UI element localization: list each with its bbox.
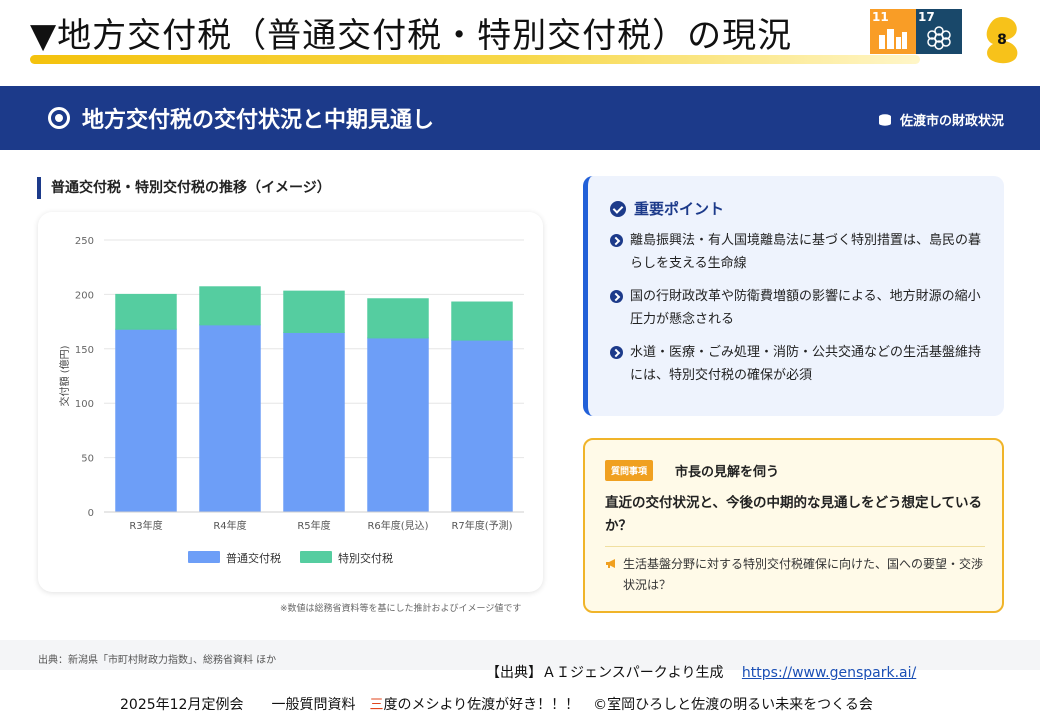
page-number: 8 [997, 32, 1007, 48]
x-tick-label: R6年度(見込) [367, 519, 428, 532]
bar-ordinary [367, 337, 429, 513]
data-source: 出典：新潟県「市町村財政力指数」、総務省資料 ほか [38, 655, 277, 666]
x-tick-label: R4年度 [213, 519, 246, 532]
key-point-item: 水道・医療・ごみ処理・消防・公共交通などの生活基盤維持には、特別交付税の確保が必… [610, 341, 985, 387]
legend-label: 特別交付税 [338, 551, 393, 565]
footer-credit-highlight: 三 [369, 697, 384, 713]
legend-swatch [300, 551, 332, 563]
partnership-icon [927, 26, 951, 50]
y-axis-label: 交付額 (億円) [58, 345, 71, 406]
chevron-circle-icon [610, 346, 623, 359]
y-tick-label: 50 [81, 454, 94, 465]
key-points-title-text: 重要ポイント [634, 200, 725, 218]
key-point-text: 離島振興法・有人国境離島法に基づく特別措置は、島民の暮らしを支える生命線 [630, 233, 982, 271]
y-tick-label: 200 [75, 290, 94, 301]
question-divider [605, 546, 985, 547]
bar-ordinary [115, 328, 177, 513]
key-points-card: 重要ポイント 離島振興法・有人国境離島法に基づく特別措置は、島民の暮らしを支える… [583, 176, 1004, 416]
question-sub: 生活基盤分野に対する特別交付税確保に向けた、国への要望・交渉状況は？ [605, 554, 985, 596]
question-sub-text: 生活基盤分野に対する特別交付税確保に向けた、国への要望・交渉状況は？ [623, 557, 984, 592]
chevron-circle-icon [610, 234, 623, 247]
legend-swatch [188, 551, 220, 563]
y-tick-label: 250 [75, 236, 94, 247]
question-tag: 質問事項 [605, 460, 654, 481]
stacked-bar-chart: 0 50 100 150 200 250 交付額 (億円) R3年度 R4年度 R5年度 R6年度(… [58, 236, 524, 565]
page-badge-shape [986, 17, 1018, 64]
bar-ordinary [283, 331, 345, 513]
bar-ordinary [451, 339, 513, 513]
title-underline [30, 55, 920, 64]
question-heading: 市長の見解を伺う [675, 465, 780, 480]
chart-section-heading: 普通交付税・特別交付税の推移（イメージ） [37, 177, 331, 199]
bar-special [367, 298, 429, 339]
legend-label: 普通交付税 [226, 551, 281, 565]
bar-special [115, 293, 177, 330]
footer-band [0, 640, 1040, 670]
banner-right-text: 佐渡市の財政状況 [899, 114, 1004, 129]
question-card: 質問事項 市長の見解を伺う 直近の交付状況と、今後の中期的な見通しをどう想定して… [583, 438, 1004, 613]
y-tick-label: 0 [88, 508, 94, 519]
chevron-circle-icon [610, 290, 623, 303]
question-body: 直近の交付状況と、今後の中期的な見通しをどう想定しているか？ [605, 495, 983, 534]
bar-ordinary [199, 324, 261, 513]
x-tick-label: R3年度 [129, 519, 162, 532]
footer-credit-line: 2025年12月定例会 一般質問資料 三度のメシより佐渡が好き！！！ ©室岡ひろ… [120, 694, 873, 714]
y-tick-label: 150 [75, 345, 94, 356]
bar-special [283, 290, 345, 333]
section-banner: 地方交付税の交付状況と中期見通し 佐渡市の財政状況 [0, 86, 1040, 150]
page-number-badge: 8 [983, 15, 1021, 65]
sdg-11-badge: 11 [870, 9, 916, 54]
sdg-17-badge: 17 [916, 9, 962, 54]
chart-note: ※数値は総務省資料等を基にした推計およびイメージ値です [280, 604, 522, 614]
banner-title: 地方交付税の交付状況と中期見通し [48, 102, 434, 134]
key-point-item: 離島振興法・有人国境離島法に基づく特別措置は、島民の暮らしを支える生命線 [610, 229, 985, 275]
banner-right-label: 佐渡市の財政状況 [878, 110, 1004, 129]
coins-icon [878, 113, 891, 126]
bar-special [199, 286, 261, 326]
chart-card: 0 50 100 150 200 250 交付額 (億円) R3年度 R4年度 R5年度 R6年度(… [38, 212, 543, 592]
city-icon [879, 29, 907, 49]
footer-credit-prefix: 2025年12月定例会 一般質問資料 [120, 697, 370, 713]
y-tick-label: 100 [75, 399, 94, 410]
slide-title: ▼地方交付税（普通交付税・特別交付税）の現況 [30, 16, 793, 56]
key-point-text: 水道・医療・ごみ処理・消防・公共交通などの生活基盤維持には、特別交付税の確保が必… [630, 345, 982, 383]
x-tick-label: R5年度 [297, 519, 330, 532]
genspark-link[interactable]: https://www.genspark.ai/ [741, 665, 917, 681]
banner-title-text: 地方交付税の交付状況と中期見通し [82, 108, 435, 133]
check-circle-icon [610, 200, 626, 217]
generation-source-label: 【出典】ＡＩジェンスパークより生成 [486, 665, 724, 681]
megaphone-icon [606, 559, 615, 568]
key-point-item: 国の行財政改革や防衛費増額の影響による、地方財源の縮小圧力が懸念される [610, 285, 985, 331]
x-tick-label: R7年度(予測) [451, 519, 512, 532]
key-point-text: 国の行財政改革や防衛費増額の影響による、地方財源の縮小圧力が懸念される [630, 289, 981, 327]
bar-special [451, 301, 513, 341]
generation-source: 【出典】ＡＩジェンスパークより生成 https://www.genspark.a… [486, 662, 916, 682]
key-points-title: 重要ポイント [610, 198, 724, 219]
footer-credit-suffix: 度のメシより佐渡が好き！！！ ©室岡ひろしと佐渡の明るい未来をつくる会 [383, 697, 873, 713]
target-icon [48, 107, 70, 129]
